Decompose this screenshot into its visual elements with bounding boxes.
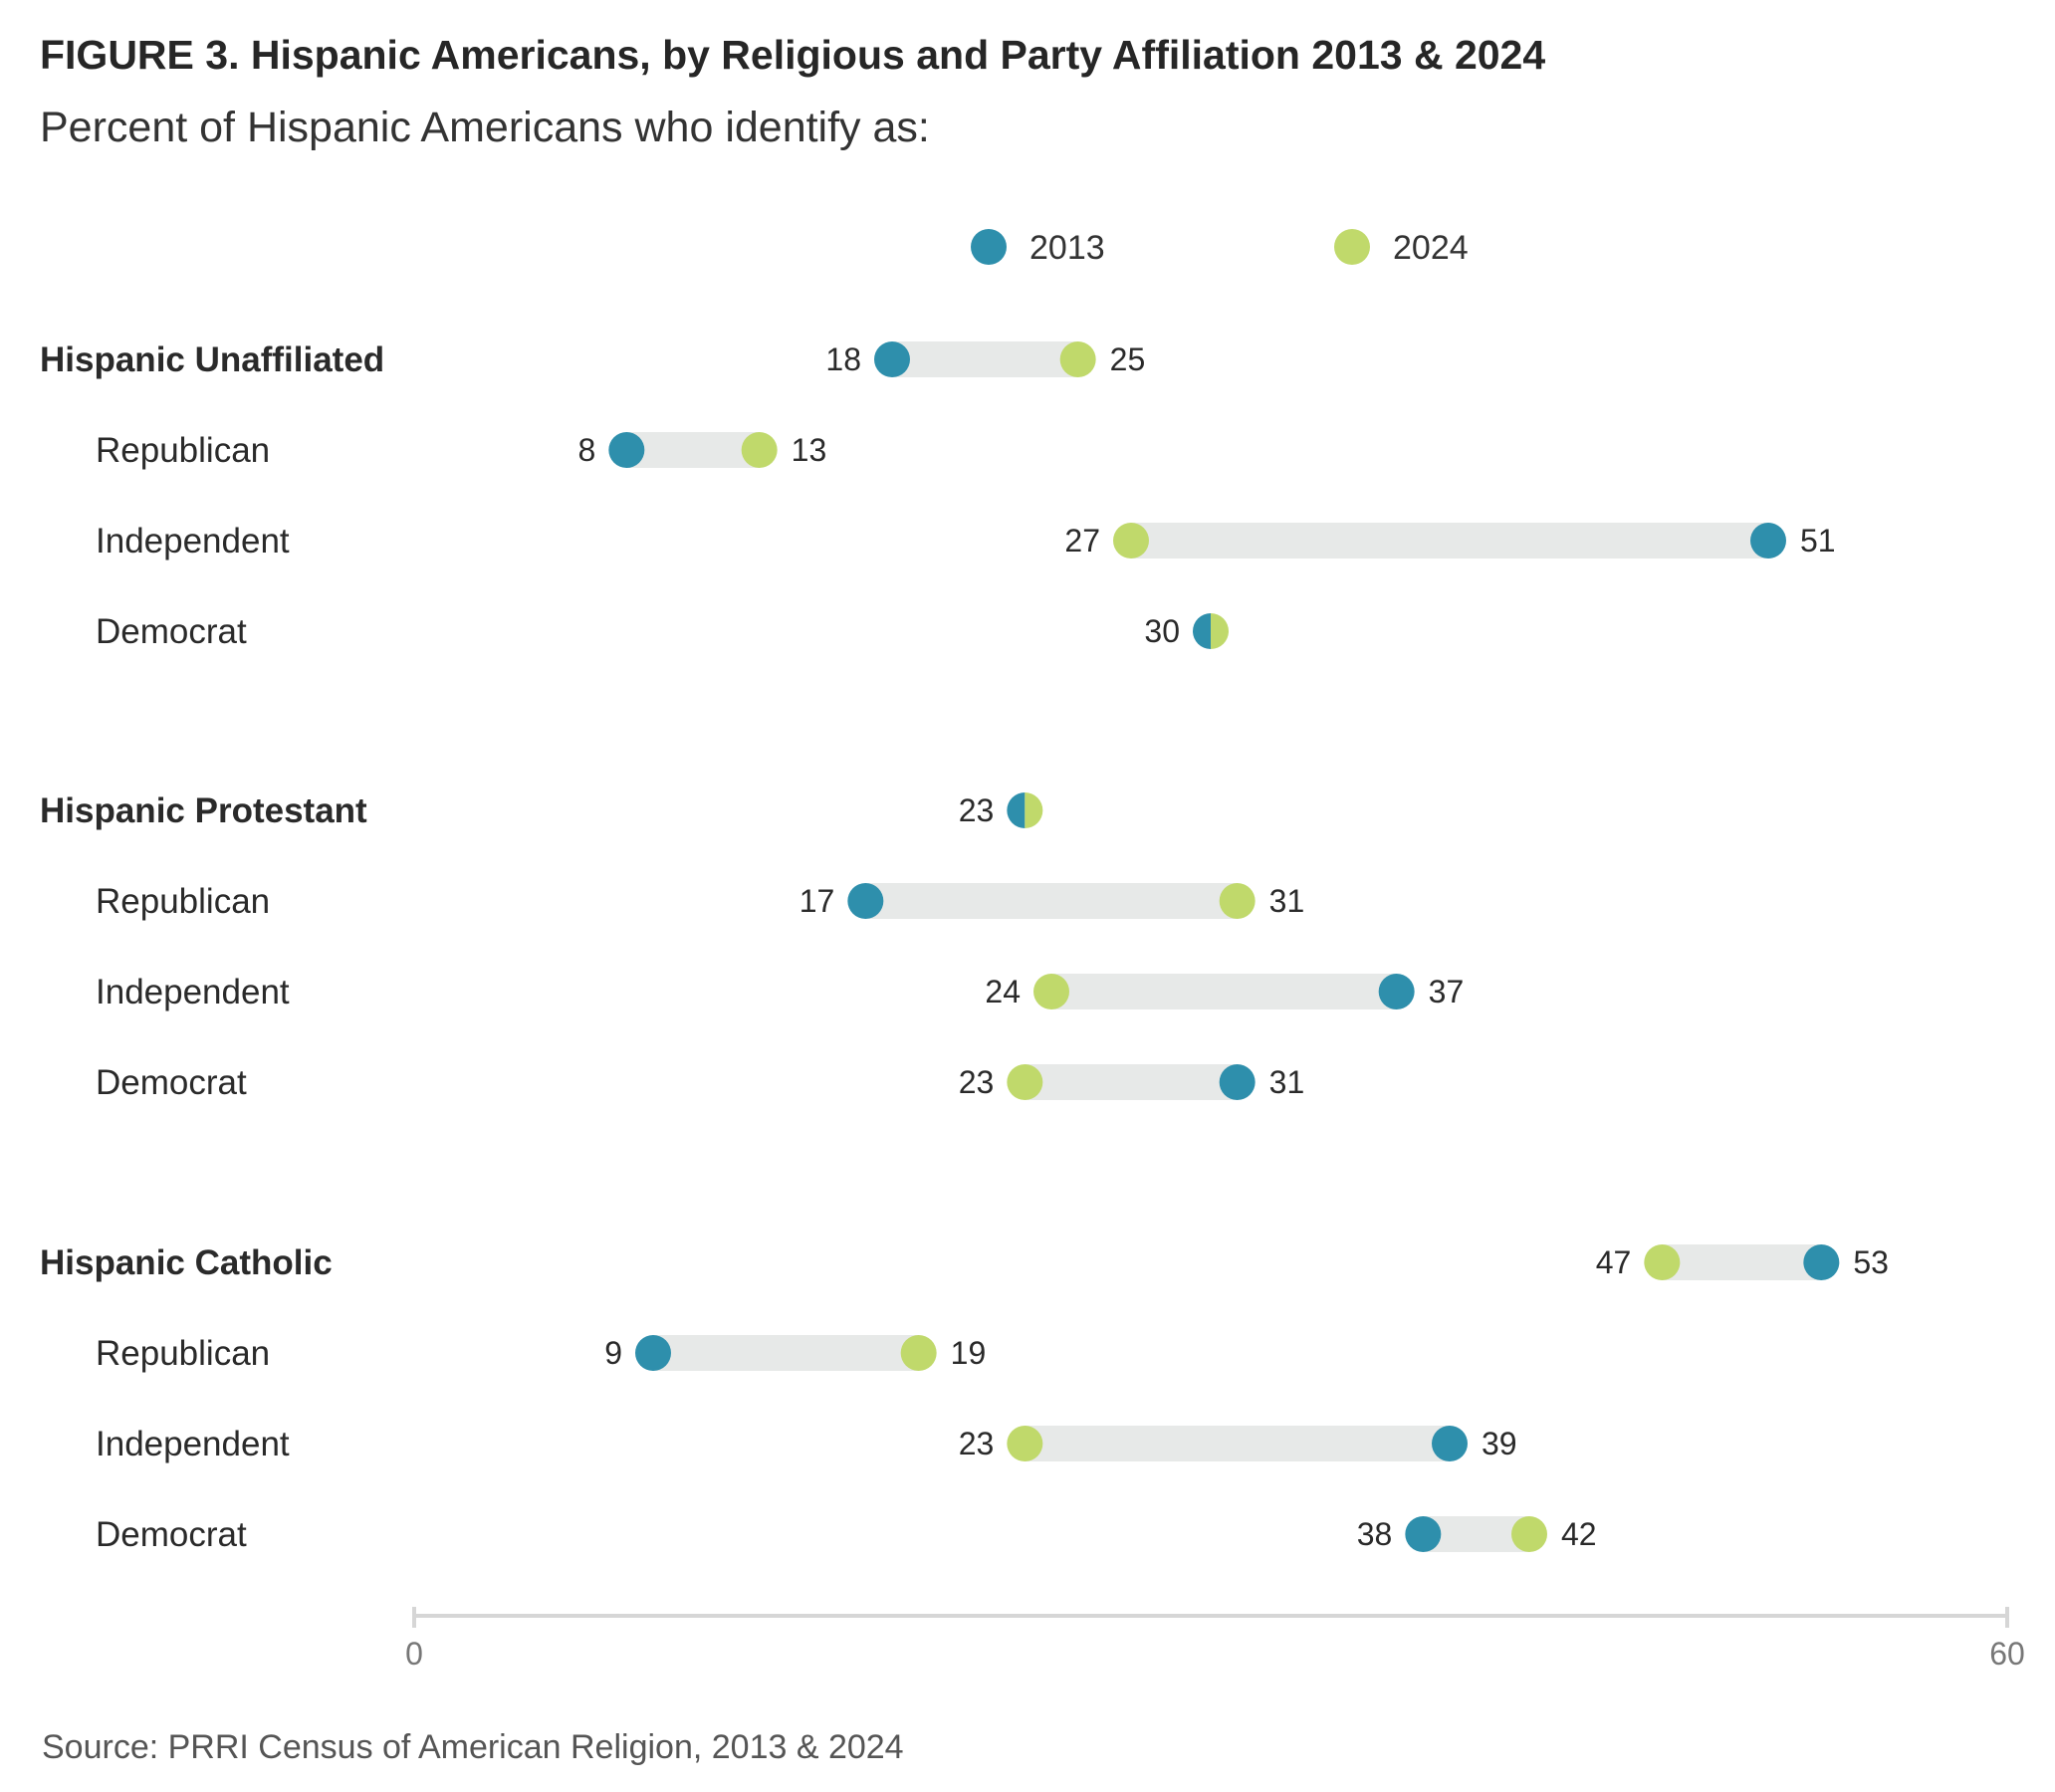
dot-2024 (1113, 523, 1149, 559)
row-0: Hispanic Unaffiliated 18 25 (40, 340, 1145, 379)
value-label-low: 23 (959, 1064, 995, 1100)
dot-2024 (1007, 1064, 1043, 1100)
dot-2013 (1750, 523, 1786, 559)
dot-2013 (1432, 1426, 1468, 1461)
dot-2024 (1033, 974, 1069, 1009)
dot-2024 (741, 432, 778, 468)
group-label: Hispanic Protestant (40, 791, 367, 830)
connector-bar (1051, 974, 1397, 1009)
dot-2013 (1219, 1064, 1256, 1100)
x-axis: 0 60 (405, 1607, 2025, 1672)
row-label: Democrat (96, 1515, 247, 1554)
value-label-high: 31 (1269, 1064, 1305, 1100)
row-label: Democrat (96, 612, 247, 651)
value-label-low: 17 (799, 883, 835, 919)
dot-2024 (1025, 792, 1043, 828)
value-label-high: 37 (1429, 974, 1465, 1009)
dot-2013 (608, 432, 645, 468)
dot-2013 (847, 883, 884, 919)
connector-bar (653, 1335, 919, 1371)
dot-2024 (900, 1335, 937, 1371)
dot-2013 (1378, 974, 1415, 1009)
row-3: Democrat 30 (96, 612, 1229, 651)
value-label-high: 51 (1800, 523, 1836, 559)
row-label: Independent (96, 1425, 290, 1463)
row-7: Democrat 23 31 (96, 1063, 1304, 1102)
dot-2024 (1511, 1516, 1547, 1552)
dot-2013 (635, 1335, 671, 1371)
legend-marker-2013 (971, 229, 1007, 265)
row-label: Republican (96, 1334, 270, 1373)
row-1: Republican 8 13 (96, 431, 826, 470)
value-label-low: 38 (1357, 1516, 1393, 1552)
value-label-high: 31 (1269, 883, 1305, 919)
dot-2013 (1193, 613, 1211, 649)
row-6: Independent 24 37 (96, 973, 1464, 1011)
dot-2024 (1211, 613, 1229, 649)
source-note: Source: PRRI Census of American Religion… (42, 1728, 904, 1766)
value-label-high: 42 (1561, 1516, 1597, 1552)
value-label-low: 47 (1596, 1244, 1632, 1280)
value-label-high: 13 (792, 432, 827, 468)
dot-2013 (1405, 1516, 1442, 1552)
dot-2013 (1007, 792, 1026, 828)
row-2: Independent 27 51 (96, 522, 1836, 560)
dot-2024 (1644, 1244, 1681, 1280)
tick-label: 0 (405, 1636, 423, 1672)
dot-2013 (874, 341, 910, 377)
connector-bar (1662, 1244, 1822, 1280)
row-label: Independent (96, 522, 290, 560)
chart-rows: Hispanic Unaffiliated 18 25 Republican 8 13 In… (40, 340, 1889, 1554)
legend-marker-2024 (1334, 229, 1370, 265)
row-label: Democrat (96, 1063, 247, 1102)
value-label-high: 39 (1482, 1426, 1517, 1461)
row-9: Republican 9 19 (96, 1334, 986, 1373)
group-label: Hispanic Unaffiliated (40, 340, 384, 379)
value-label-low: 23 (959, 1426, 995, 1461)
tick-label: 60 (1989, 1636, 2025, 1672)
value-label-high: 25 (1110, 341, 1146, 377)
dot-2024 (1007, 1426, 1043, 1461)
connector-bar (626, 432, 760, 468)
row-label: Independent (96, 973, 290, 1011)
row-8: Hispanic Catholic 47 53 (40, 1243, 1889, 1282)
row-11: Democrat 38 42 (96, 1515, 1597, 1554)
value-label-high: 53 (1853, 1244, 1889, 1280)
dot-2024 (1219, 883, 1256, 919)
row-label: Republican (96, 431, 270, 470)
row-10: Independent 23 39 (96, 1425, 1517, 1463)
legend-label-2013: 2013 (1029, 229, 1105, 267)
connector-bar (1131, 523, 1768, 559)
value-label-low: 24 (985, 974, 1021, 1009)
chart-title: FIGURE 3. Hispanic Americans, by Religio… (40, 32, 1546, 78)
row-label: Republican (96, 882, 270, 921)
value-label: 30 (1144, 613, 1180, 649)
chart-subtitle: Percent of Hispanic Americans who identi… (40, 104, 930, 151)
legend-label-2024: 2024 (1393, 229, 1469, 267)
dot-2013 (1803, 1244, 1840, 1280)
value-label-low: 18 (825, 341, 861, 377)
row-4: Hispanic Protestant 23 (40, 791, 1043, 830)
value-label-low: 9 (604, 1335, 622, 1371)
chart-legend: 2013 2024 (971, 229, 1469, 267)
value-label-high: 19 (951, 1335, 987, 1371)
connector-bar (892, 341, 1078, 377)
value-label: 23 (959, 792, 995, 828)
connector-bar (865, 883, 1238, 919)
row-5: Republican 17 31 (96, 882, 1304, 921)
connector-bar (1025, 1064, 1238, 1100)
value-label-low: 27 (1064, 523, 1100, 559)
connector-bar (1025, 1426, 1450, 1461)
dot-2024 (1059, 341, 1096, 377)
group-label: Hispanic Catholic (40, 1243, 333, 1282)
value-label-low: 8 (578, 432, 596, 468)
